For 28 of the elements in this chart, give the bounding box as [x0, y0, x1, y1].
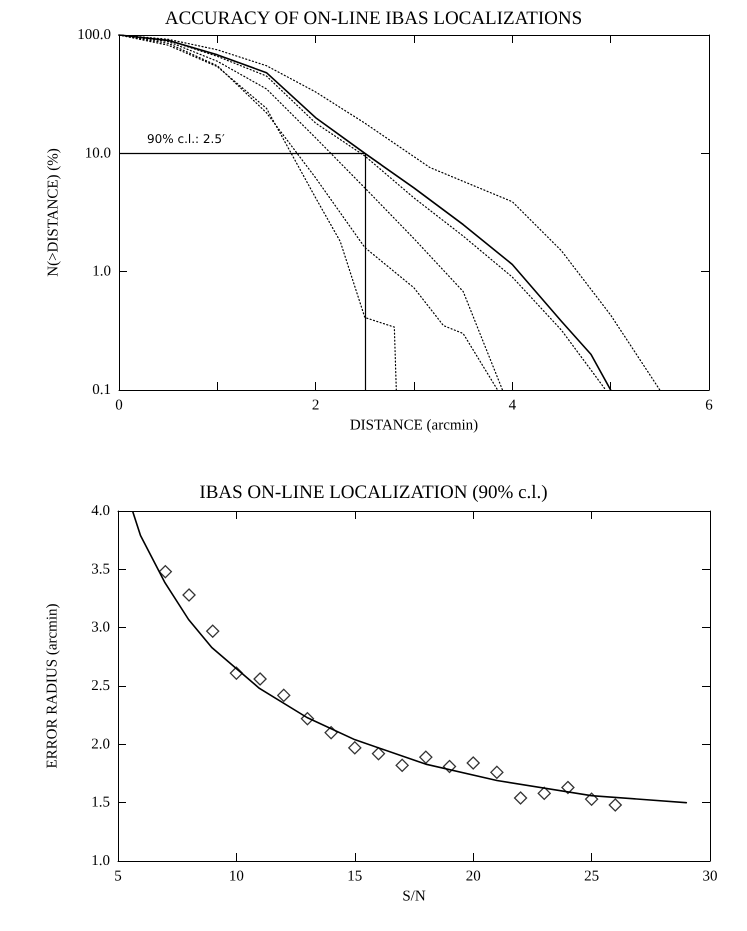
x-tick-label: 2: [312, 398, 320, 414]
chart-title: IBAS ON-LINE LOCALIZATION (90% c.l.): [199, 482, 548, 503]
x-tick-label: 10: [228, 868, 244, 884]
y-tick-label: 3.0: [91, 620, 110, 636]
x-tick-label: 4: [508, 398, 517, 414]
y-tick-label: 1.5: [91, 794, 110, 811]
x-axis-title: S/N: [402, 888, 426, 904]
y-tick-label: 3.5: [91, 561, 110, 578]
x-tick-label: 20: [466, 868, 481, 884]
y-tick-label: 100.0: [77, 27, 111, 43]
y-tick-label: 0.1: [92, 382, 111, 398]
x-tick-label: 5: [114, 868, 122, 884]
y-tick-label: 2.5: [91, 678, 110, 694]
x-tick-label: 6: [705, 398, 714, 414]
x-tick-label: 25: [584, 868, 600, 884]
x-tick-label: 0: [115, 398, 123, 414]
x-tick-label: 30: [702, 868, 718, 884]
y-tick-label: 2.0: [91, 736, 110, 752]
y-tick-label: 1.0: [92, 264, 111, 280]
y-axis-title: ERROR RADIUS (arcmin): [44, 604, 60, 768]
y-tick-label: 10.0: [84, 145, 111, 162]
annotation: 90% c.l.: 2.5′: [147, 132, 225, 146]
y-tick-label: 1.0: [91, 853, 110, 869]
x-axis-title: DISTANCE (arcmin): [350, 417, 478, 434]
y-axis-title: N(>DISTANCE) (%): [46, 148, 62, 277]
x-tick-label: 15: [347, 868, 362, 884]
chart-title: ACCURACY OF ON-LINE IBAS LOCALIZATIONS: [164, 8, 582, 29]
y-tick-label: 4.0: [91, 503, 110, 519]
